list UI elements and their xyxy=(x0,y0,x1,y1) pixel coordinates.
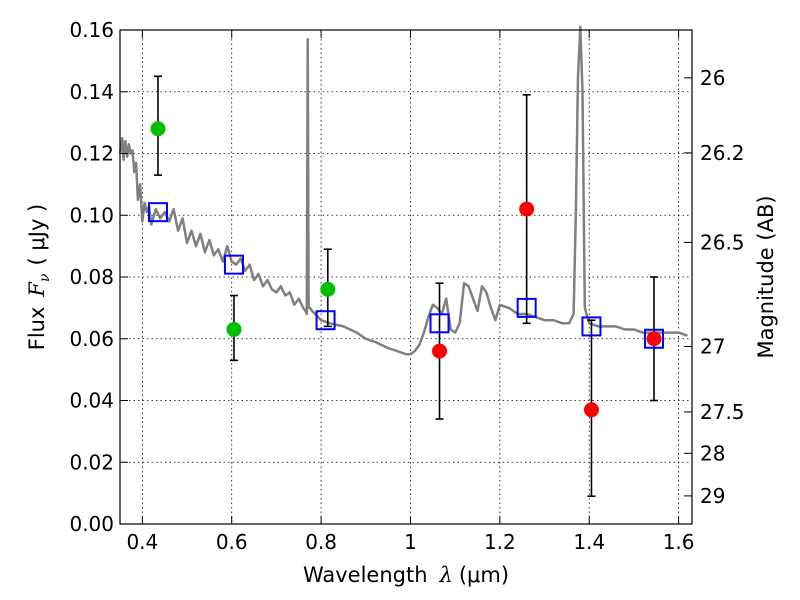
x-tick-label: 1 xyxy=(404,530,417,554)
low-sn-point xyxy=(583,402,599,418)
model-photometry-square xyxy=(644,328,665,349)
detection-point xyxy=(150,121,166,137)
y-tick-label: 0.04 xyxy=(69,389,114,413)
x-tick-label: 0.8 xyxy=(305,530,337,554)
right-tick-label: 26.2 xyxy=(700,141,745,165)
right-axis-ticks: 26 26.2 26.5 27 27.5 28 29 xyxy=(684,66,745,508)
x-axis-label: Wavelength λ (μm) xyxy=(303,563,509,587)
model-sed-spectrum xyxy=(118,25,688,356)
model-photometry-square xyxy=(581,316,602,337)
x-tick-label: 1.6 xyxy=(663,530,695,554)
x-tick-label: 1.2 xyxy=(484,530,516,554)
y-tick-label: 0.10 xyxy=(69,203,114,227)
detection-point xyxy=(320,281,336,297)
y-tick-label: 0.16 xyxy=(69,18,114,42)
y-tick-label: 0.06 xyxy=(69,327,114,351)
y-axis-label: FluxFν( μJy ) xyxy=(25,204,53,350)
x-axis-ticks: 0.4 0.6 0.8 1 1.2 1.4 1.6 xyxy=(126,30,695,554)
model-photometry-square xyxy=(147,202,168,223)
x-tick-label: 0.6 xyxy=(216,530,248,554)
sed-line xyxy=(118,25,688,356)
x-tick-label: 1.4 xyxy=(573,530,605,554)
right-tick-label: 28 xyxy=(700,441,725,465)
model-photometry-square xyxy=(223,254,244,275)
y-tick-label: 0.02 xyxy=(69,450,114,474)
y-axis-ticks: 0.00 0.02 0.04 0.06 0.08 0.10 0.12 0.14 0.16 xyxy=(69,18,128,536)
low-sn-point xyxy=(519,201,535,217)
y-tick-label: 0.00 xyxy=(69,512,114,536)
right-tick-label: 27.5 xyxy=(700,400,745,424)
y-tick-label: 0.08 xyxy=(69,265,114,289)
right-tick-label: 26 xyxy=(700,66,725,90)
model-photometry-square xyxy=(315,310,336,331)
right-tick-label: 27 xyxy=(700,334,725,358)
detection-point xyxy=(226,321,242,337)
x-tick-label: 0.4 xyxy=(126,530,158,554)
low-sn-point xyxy=(646,331,662,347)
grid-lines xyxy=(120,30,692,524)
observed-photometry-points xyxy=(150,121,662,418)
model-photometry-square xyxy=(516,297,537,318)
right-axis-label: Magnitude (AB) xyxy=(754,195,778,358)
model-photometry-markers xyxy=(147,202,665,349)
right-tick-label: 29 xyxy=(700,484,725,508)
y-tick-label: 0.14 xyxy=(69,80,114,104)
model-photometry-square xyxy=(429,313,450,334)
low-sn-point xyxy=(432,343,448,359)
right-tick-label: 26.5 xyxy=(700,230,745,254)
y-tick-label: 0.12 xyxy=(69,142,114,166)
